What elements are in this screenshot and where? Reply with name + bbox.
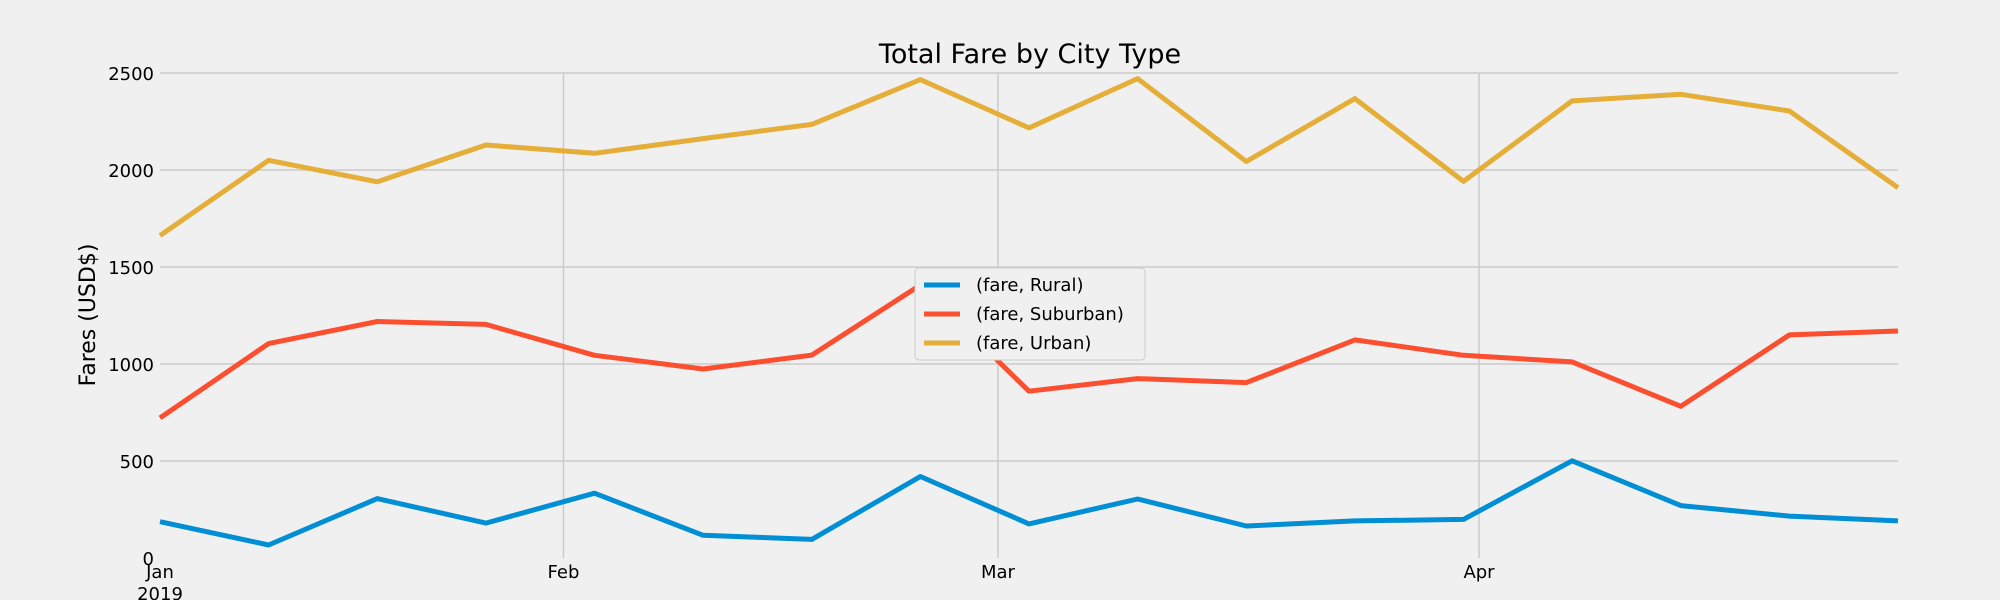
legend-box: [914, 267, 1146, 361]
y-axis-label: Fares (USD$): [76, 244, 101, 387]
series-line: [159, 458, 1899, 548]
x-tick-label: Mar: [981, 562, 1016, 583]
y-tick-label: 2500: [108, 64, 154, 85]
x-tick-sublabel: 2019: [137, 584, 183, 600]
series-line: [158, 282, 1899, 420]
legend-entry: (fare, Suburban): [976, 304, 1124, 325]
x-tick-label: Jan: [145, 562, 174, 583]
legend-entry: (fare, Urban): [976, 333, 1091, 354]
series-line: [158, 76, 1900, 238]
legend: (fare, Rural) (fare, Suburban) (fare, Urba…: [914, 267, 1146, 361]
x-tick-label: Apr: [1463, 562, 1495, 583]
y-tick-label: 500: [120, 452, 154, 473]
y-tick-label: 0: [143, 549, 154, 570]
series-layer: [158, 76, 1900, 548]
x-tick-label: Feb: [548, 562, 580, 583]
y-tick-label: 1000: [108, 355, 154, 376]
y-tick-label: 1500: [108, 258, 154, 279]
chart-title: Total Fare by City Type: [878, 39, 1181, 70]
legend-entry: (fare, Rural): [976, 275, 1083, 296]
y-tick-label: 2000: [108, 161, 154, 182]
grid: [160, 72, 1898, 558]
